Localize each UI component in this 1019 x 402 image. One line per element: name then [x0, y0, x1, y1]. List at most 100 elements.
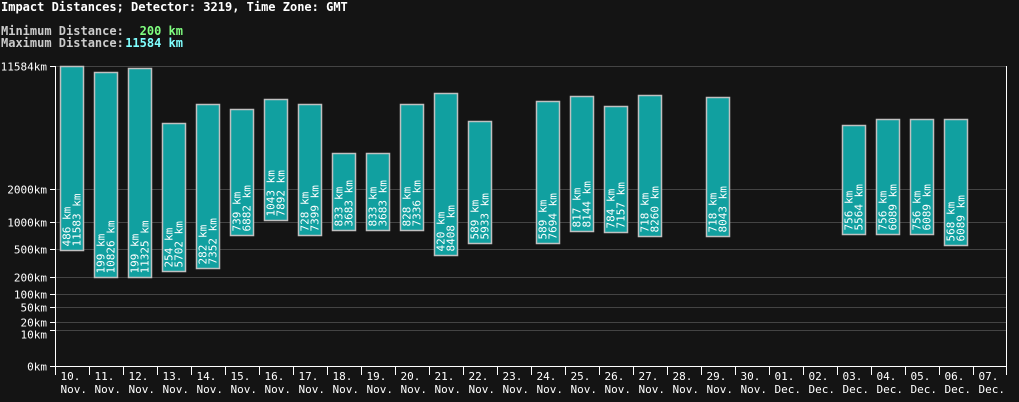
- x-tick-label-month: Nov.: [639, 383, 666, 396]
- bar-min-label: 833 km: [333, 186, 346, 226]
- x-tick-label-day: 21.: [435, 370, 455, 383]
- y-tick-label: 20km: [21, 317, 48, 330]
- x-tick-label-day: 16.: [265, 370, 285, 383]
- x-tick-label-day: 24.: [537, 370, 557, 383]
- x-tick-label-day: 15.: [231, 370, 251, 383]
- bar-max-label: 5933 km: [479, 193, 492, 240]
- x-tick-label-month: Nov.: [401, 383, 428, 396]
- x-tick-label-month: Nov.: [707, 383, 734, 396]
- bar-min-label: 254 km: [163, 227, 176, 267]
- x-tick-label-month: Nov.: [299, 383, 326, 396]
- x-tick-label-day: 03.: [843, 370, 863, 383]
- x-tick-label-month: Dec.: [775, 383, 802, 396]
- bar-min-label: 199 km: [129, 233, 142, 273]
- range-bar: [263, 98, 289, 222]
- bar-max-label: 11325 km: [139, 220, 152, 273]
- bar-min-label: 568 km: [945, 201, 958, 241]
- min-distance-value: 200 km: [140, 24, 183, 38]
- x-tick-label-day: 29.: [707, 370, 727, 383]
- x-tick-label-month: Nov.: [129, 383, 156, 396]
- x-tick-label-day: 25.: [571, 370, 591, 383]
- bar-min-label: 756 km: [911, 190, 924, 230]
- bar-max-label: 8043 km: [717, 186, 730, 233]
- x-tick-label-month: Dec.: [945, 383, 972, 396]
- x-tick-label-month: Dec.: [911, 383, 938, 396]
- y-tick-label: 0km: [27, 361, 47, 374]
- x-tick-label-day: 12.: [129, 370, 149, 383]
- y-tick-label: 11584km: [1, 61, 48, 74]
- range-bar: [331, 152, 357, 232]
- bar-max-label: 6089 km: [921, 184, 934, 231]
- bar-max-label: 8260 km: [649, 186, 662, 233]
- bar-max-label: 10826 km: [105, 220, 118, 273]
- x-tick-label-day: 01.: [775, 370, 795, 383]
- range-bar: [93, 71, 119, 279]
- y-tick-label: 100km: [14, 289, 47, 302]
- bar-max-label: 7694 km: [547, 193, 560, 240]
- x-tick-label-month: Nov.: [265, 383, 292, 396]
- range-bar: [127, 67, 153, 279]
- bar-min-label: 833 km: [367, 186, 380, 226]
- x-tick-label-month: Dec.: [877, 383, 904, 396]
- y-tick-label: 200km: [14, 272, 47, 285]
- bar-max-label: 5564 km: [853, 184, 866, 231]
- range-bar: [875, 118, 901, 236]
- x-tick-label-day: 18.: [333, 370, 353, 383]
- range-bar: [705, 96, 731, 238]
- range-bar: [297, 103, 323, 237]
- bar-max-label: 7892 km: [275, 170, 288, 217]
- x-tick-label-month: Nov.: [61, 383, 88, 396]
- bar-max-label: 8144 km: [581, 181, 594, 228]
- bar-min-label: 728 km: [299, 191, 312, 231]
- bar-max-label: 5702 km: [173, 221, 186, 268]
- x-tick-label-day: 04.: [877, 370, 897, 383]
- x-tick-label-day: 11.: [95, 370, 115, 383]
- bar-min-label: 282 km: [197, 224, 210, 264]
- range-bar: [161, 122, 187, 273]
- x-tick-label-day: 28.: [673, 370, 693, 383]
- bar-min-label: 1043 km: [265, 170, 278, 217]
- x-tick-label-month: Nov.: [197, 383, 224, 396]
- x-tick-label-day: 10.: [61, 370, 81, 383]
- min-distance-label: Minimum Distance:: [1, 24, 124, 38]
- bar-max-label: 3683 km: [343, 180, 356, 227]
- y-tick-label: 1000km: [7, 217, 47, 230]
- x-tick-label-day: 22.: [469, 370, 489, 383]
- bar-max-label: 6089 km: [887, 184, 900, 231]
- x-tick-label-day: 13.: [163, 370, 183, 383]
- range-bar: [603, 105, 629, 234]
- x-tick-label-month: Nov.: [469, 383, 496, 396]
- range-bar: [433, 92, 459, 257]
- x-tick-label-month: Dec.: [809, 383, 836, 396]
- range-bar: [943, 118, 969, 247]
- range-bar: [841, 124, 867, 236]
- x-tick-label-day: 26.: [605, 370, 625, 383]
- x-tick-label-month: Nov.: [537, 383, 564, 396]
- x-tick-label-day: 20.: [401, 370, 421, 383]
- range-bar: [467, 120, 493, 245]
- x-tick-label-month: Nov.: [741, 383, 768, 396]
- x-tick-label-day: 14.: [197, 370, 217, 383]
- y-tick-label: 50km: [21, 302, 48, 315]
- bar-min-label: 199 km: [95, 233, 108, 273]
- x-tick-label-month: Nov.: [231, 383, 258, 396]
- bar-min-label: 828 km: [401, 186, 414, 226]
- x-tick-label-month: Nov.: [163, 383, 190, 396]
- bar-min-label: 486 km: [61, 206, 74, 246]
- bar-max-label: 7336 km: [411, 180, 424, 227]
- bar-max-label: 11583 km: [71, 193, 84, 246]
- x-tick-label-day: 06.: [945, 370, 965, 383]
- chart-title: Impact Distances; Detector: 3219, Time Z…: [1, 0, 348, 14]
- bar-min-label: 420 km: [435, 211, 448, 251]
- bar-max-label: 7399 km: [309, 185, 322, 232]
- x-tick-label-month: Dec.: [843, 383, 870, 396]
- x-tick-label-day: 23.: [503, 370, 523, 383]
- x-tick-label-month: Nov.: [435, 383, 462, 396]
- x-tick-label-month: Nov.: [605, 383, 632, 396]
- bar-min-label: 589 km: [537, 199, 550, 239]
- x-tick-label-month: Nov.: [333, 383, 360, 396]
- range-bar: [637, 94, 663, 238]
- bar-min-label: 739 km: [231, 191, 244, 231]
- bar-max-label: 7352 km: [207, 218, 220, 265]
